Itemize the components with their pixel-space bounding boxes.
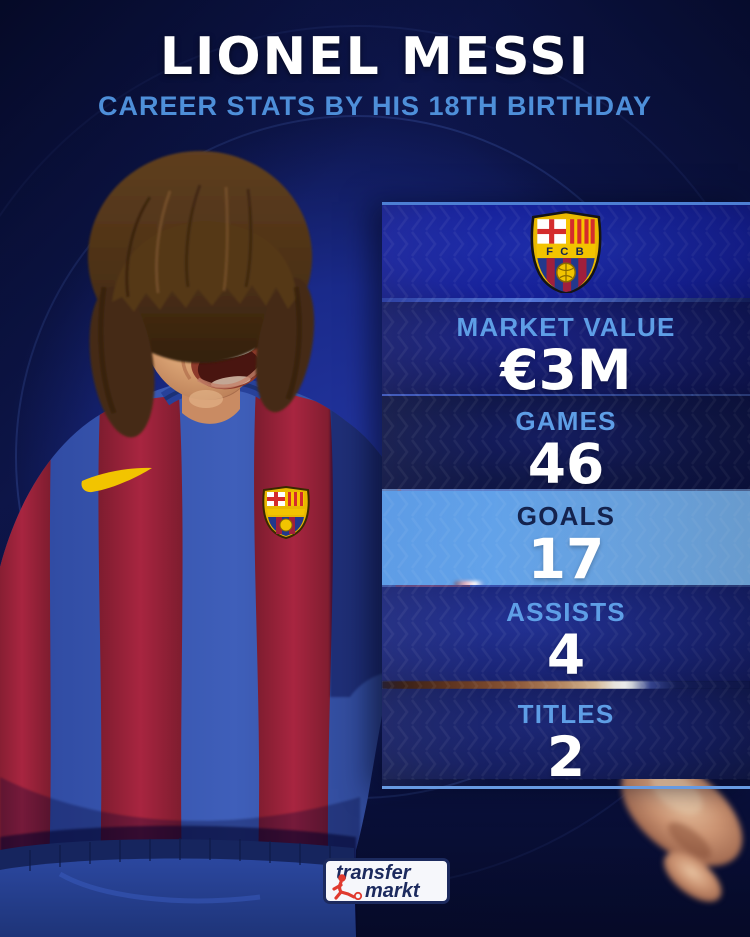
stats-panel: F C B MARKET VALUE €3M GAMES 46 bbox=[382, 202, 750, 789]
arm-photo-streak bbox=[382, 681, 750, 689]
stat-value: 17 bbox=[527, 526, 605, 585]
nike-swoosh-icon bbox=[81, 467, 152, 493]
stat-label: GOALS bbox=[516, 501, 616, 531]
stat-section-games: GAMES 46 bbox=[382, 396, 750, 489]
brand-text-transfer: transfer bbox=[336, 862, 411, 884]
stat-label: GAMES bbox=[515, 406, 617, 436]
page-title: LIONEL MESSI bbox=[159, 27, 591, 87]
brand-text-markt: markt bbox=[365, 880, 420, 902]
stat-section-market-value: MARKET VALUE €3M bbox=[382, 302, 750, 394]
messi-photo bbox=[0, 151, 470, 937]
brand-player-icon bbox=[332, 874, 363, 900]
stat-value: 46 bbox=[527, 431, 605, 489]
photo-bleed-artifact bbox=[454, 581, 484, 585]
stat-label: MARKET VALUE bbox=[456, 312, 676, 342]
stat-label: ASSISTS bbox=[506, 597, 626, 627]
club-crest-section: F C B bbox=[382, 205, 750, 298]
messi-hair bbox=[88, 151, 315, 438]
stat-section-goals-highlighted: GOALS 17 bbox=[382, 491, 750, 585]
stat-section-titles: TITLES 2 bbox=[382, 689, 750, 779]
stat-value: 4 bbox=[546, 622, 586, 681]
stat-section-assists: ASSISTS 4 bbox=[382, 587, 750, 681]
jersey-crest-icon bbox=[262, 485, 310, 540]
crest-initials: F C B bbox=[546, 246, 586, 258]
messi-hand-photo bbox=[621, 765, 743, 902]
page-subtitle: CAREER STATS BY HIS 18TH BIRTHDAY bbox=[97, 90, 653, 121]
header: LIONEL MESSI CAREER STATS BY HIS 18TH BI… bbox=[0, 30, 750, 122]
messi-shorts bbox=[0, 825, 356, 937]
stat-value: €3M bbox=[500, 337, 632, 394]
fcb-crest-icon: F C B bbox=[530, 210, 602, 293]
stat-value: 2 bbox=[546, 724, 586, 779]
stat-label: TITLES bbox=[517, 699, 615, 729]
transfermarkt-logo: transfer markt bbox=[323, 858, 450, 904]
